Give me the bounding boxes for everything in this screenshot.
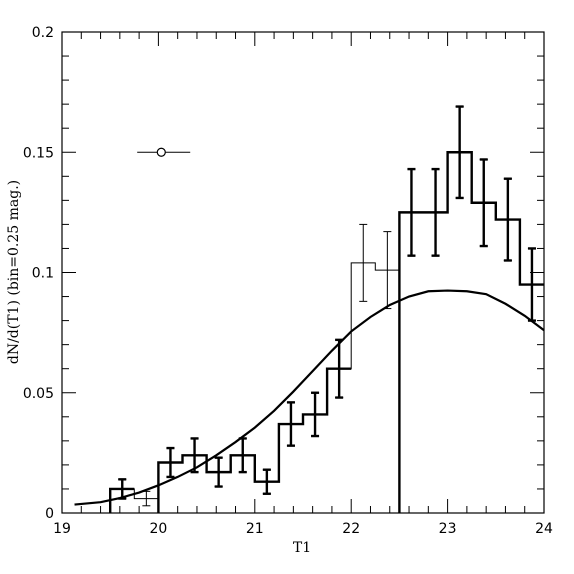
y-tick-label: 0.1	[32, 266, 54, 282]
y-tick-label: 0	[45, 506, 54, 522]
x-tick-label: 19	[53, 521, 71, 537]
annotation-circle-marker	[156, 147, 166, 157]
model-curve	[74, 289, 545, 506]
x-tick-label: 20	[149, 521, 167, 537]
plot-marks	[74, 105, 545, 513]
y-tick-label: 0.2	[32, 25, 54, 41]
x-axis-title: T1	[293, 540, 311, 556]
x-tick-label: 23	[439, 521, 457, 537]
y-axis-title: dN/d(T1) (bin=0.25 mag.)	[6, 180, 22, 364]
tick-labels: 19 20 21 22 23 24 0 0.05 0.1 0.15 0.2	[23, 25, 553, 537]
x-tick-label: 21	[246, 521, 264, 537]
axis-ticks	[61, 31, 545, 514]
thick-histogram-outline	[109, 151, 544, 513]
x-tick-label: 24	[535, 521, 553, 537]
y-tick-label: 0.05	[23, 386, 54, 402]
y-tick-label: 0.15	[23, 145, 54, 161]
x-tick-label: 22	[342, 521, 360, 537]
